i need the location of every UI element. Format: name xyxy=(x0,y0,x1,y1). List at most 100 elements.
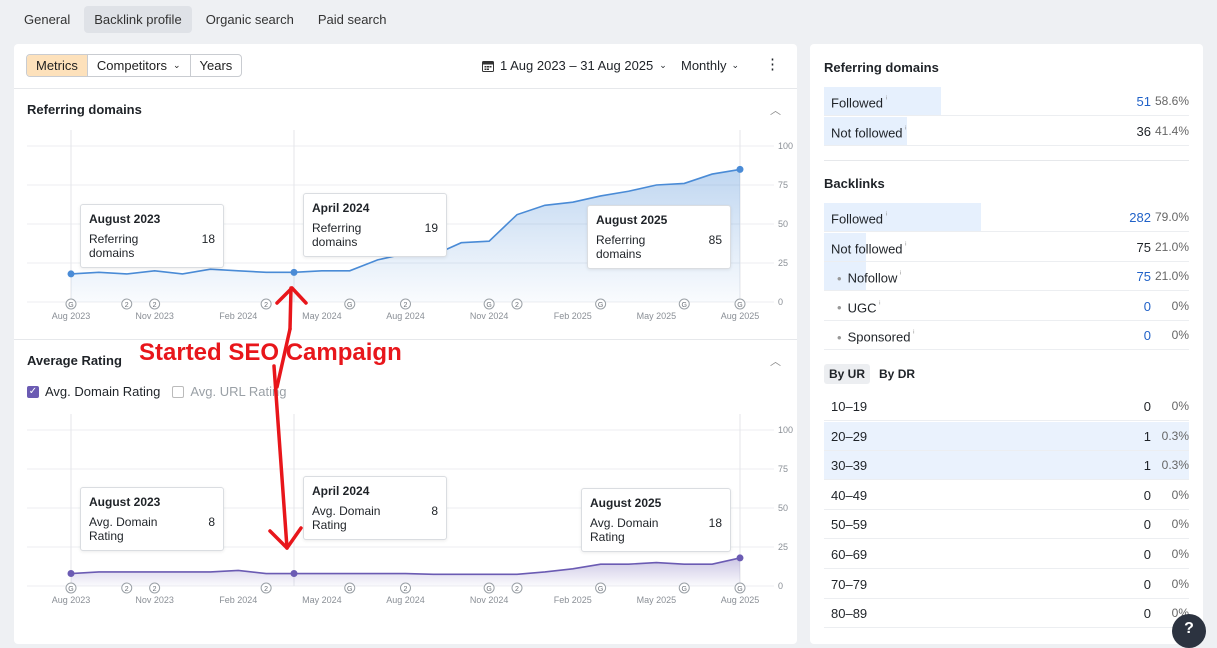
chevron-down-icon: ⌄ xyxy=(731,60,740,70)
divider xyxy=(824,160,1189,161)
row-label-text: 80–89 xyxy=(831,606,868,622)
tab-by-ur[interactable]: By UR xyxy=(824,364,871,384)
checkbox-checked-icon: ✓ xyxy=(27,385,39,398)
event-marker[interactable] xyxy=(260,298,272,310)
event-marker[interactable] xyxy=(344,298,356,310)
data-point[interactable] xyxy=(290,268,298,276)
row-value: 0 xyxy=(1143,399,1151,414)
event-marker[interactable] xyxy=(483,298,495,310)
event-marker[interactable] xyxy=(734,582,746,594)
row-value: 36 xyxy=(1136,124,1151,139)
period-select[interactable]: Monthly ⌄ xyxy=(681,58,739,73)
row-label-text: Followed xyxy=(831,211,884,227)
event-marker[interactable] xyxy=(344,582,356,594)
event-marker[interactable] xyxy=(65,582,77,594)
event-marker[interactable] xyxy=(65,298,77,310)
help-button[interactable]: ? xyxy=(1172,614,1206,648)
row-value[interactable]: 0 xyxy=(1143,298,1151,314)
metrics-button[interactable]: Metrics xyxy=(27,55,88,76)
list-row: Followed ⁱ 282 79.0% xyxy=(824,203,1189,232)
row-value[interactable]: 0 xyxy=(1143,328,1151,344)
row-percent: 0% xyxy=(1171,298,1189,313)
list-row: 80–89 0 0% xyxy=(824,599,1189,629)
row-label: • Nofollow ⁱ xyxy=(837,269,902,285)
row-value: 0 xyxy=(1143,487,1151,503)
row-label-text: UGC xyxy=(847,300,877,316)
info-icon[interactable]: ⁱ xyxy=(910,328,915,339)
event-marker-label: G xyxy=(486,302,491,309)
event-marker[interactable] xyxy=(149,298,161,310)
row-value: 0 xyxy=(1143,576,1151,592)
event-marker-label: 2 xyxy=(153,586,157,593)
tooltip-title: August 2025 xyxy=(590,496,662,510)
event-marker-label: G xyxy=(68,302,73,309)
event-marker[interactable] xyxy=(400,582,411,594)
event-marker[interactable] xyxy=(149,582,161,594)
event-marker-label: 2 xyxy=(404,302,408,309)
event-marker-label: G xyxy=(598,302,603,309)
info-icon[interactable]: ⁱ xyxy=(902,124,907,134)
info-icon[interactable]: ⁱ xyxy=(883,210,888,220)
event-marker[interactable] xyxy=(511,582,523,594)
row-percent: 21.0% xyxy=(1154,239,1189,254)
data-point[interactable] xyxy=(736,554,744,562)
view-toggle: Metrics Competitors ⌄ Years xyxy=(26,54,243,77)
event-marker[interactable] xyxy=(511,298,523,310)
event-marker[interactable] xyxy=(734,298,746,310)
chevron-down-icon: ⌄ xyxy=(172,60,181,70)
row-value[interactable]: 75 xyxy=(1136,269,1151,285)
info-icon[interactable]: ⁱ xyxy=(902,239,907,250)
tab-backlink-profile[interactable]: Backlink profile xyxy=(84,6,192,33)
tooltip-aug-2023: August 2023 Referring domains 18 xyxy=(80,204,224,268)
row-value[interactable]: 51 xyxy=(1136,94,1151,109)
tooltip-aug-2025: August 2025 Avg. Domain Rating 18 xyxy=(581,488,731,552)
rating-chart-title: Average Rating xyxy=(27,353,122,368)
tab-general[interactable]: General xyxy=(24,12,71,27)
tooltip-value: 19 xyxy=(424,221,438,235)
bullet-icon: • xyxy=(837,270,842,286)
list-row: • UGC ⁱ 0 0% xyxy=(824,292,1189,321)
avg-domain-rating-checkbox[interactable]: ✓ Avg. Domain Rating xyxy=(27,384,160,399)
tooltip-value: 8 xyxy=(208,515,215,529)
row-percent: 58.6% xyxy=(1154,94,1189,108)
event-marker[interactable] xyxy=(121,298,133,310)
tab-paid-search[interactable]: Paid search xyxy=(317,12,387,27)
event-marker[interactable] xyxy=(400,298,411,310)
event-marker[interactable] xyxy=(678,298,690,310)
y-tick-label: 0 xyxy=(778,297,783,307)
event-marker[interactable] xyxy=(121,582,133,594)
event-marker[interactable] xyxy=(595,298,607,310)
event-marker[interactable] xyxy=(678,582,690,594)
info-icon[interactable]: ⁱ xyxy=(876,298,881,309)
collapse-chevron-icon[interactable]: ︿ xyxy=(770,356,781,368)
event-marker[interactable] xyxy=(483,582,495,594)
data-point[interactable] xyxy=(67,570,75,578)
date-range-label: 1 Aug 2023 – 31 Aug 2025 xyxy=(500,58,654,73)
tooltip-aug-2023: August 2023 Avg. Domain Rating 8 xyxy=(80,487,224,551)
chevron-down-icon: ⌄ xyxy=(659,60,667,70)
data-point[interactable] xyxy=(67,270,75,278)
info-icon[interactable]: ⁱ xyxy=(897,269,902,280)
collapse-chevron-icon[interactable]: ︿ xyxy=(770,105,781,117)
more-menu-icon[interactable]: ⋮ xyxy=(765,56,780,73)
avg-url-rating-checkbox[interactable]: Avg. URL Rating xyxy=(172,384,286,399)
years-button[interactable]: Years xyxy=(199,58,233,73)
tab-by-dr[interactable]: By DR xyxy=(879,367,916,381)
info-icon[interactable]: ⁱ xyxy=(883,94,888,104)
date-range-picker[interactable]: 1 Aug 2023 – 31 Aug 2025 ⌄ xyxy=(482,58,667,73)
competitors-button[interactable]: Competitors ⌄ xyxy=(88,55,191,76)
checkbox-unchecked-icon xyxy=(172,385,185,398)
row-label-text: Not followed xyxy=(831,125,903,141)
event-marker[interactable] xyxy=(260,582,272,594)
y-tick-label: 50 xyxy=(778,219,788,229)
divider xyxy=(14,339,797,340)
divider xyxy=(14,88,797,89)
tab-organic-search[interactable]: Organic search xyxy=(205,12,294,27)
data-point[interactable] xyxy=(736,165,744,173)
event-marker[interactable] xyxy=(595,582,607,594)
data-point[interactable] xyxy=(290,570,298,578)
row-label: 30–39 xyxy=(831,458,867,473)
event-marker-label: 2 xyxy=(515,302,519,309)
row-value[interactable]: 282 xyxy=(1129,210,1151,225)
tooltip-value: 18 xyxy=(708,516,722,530)
